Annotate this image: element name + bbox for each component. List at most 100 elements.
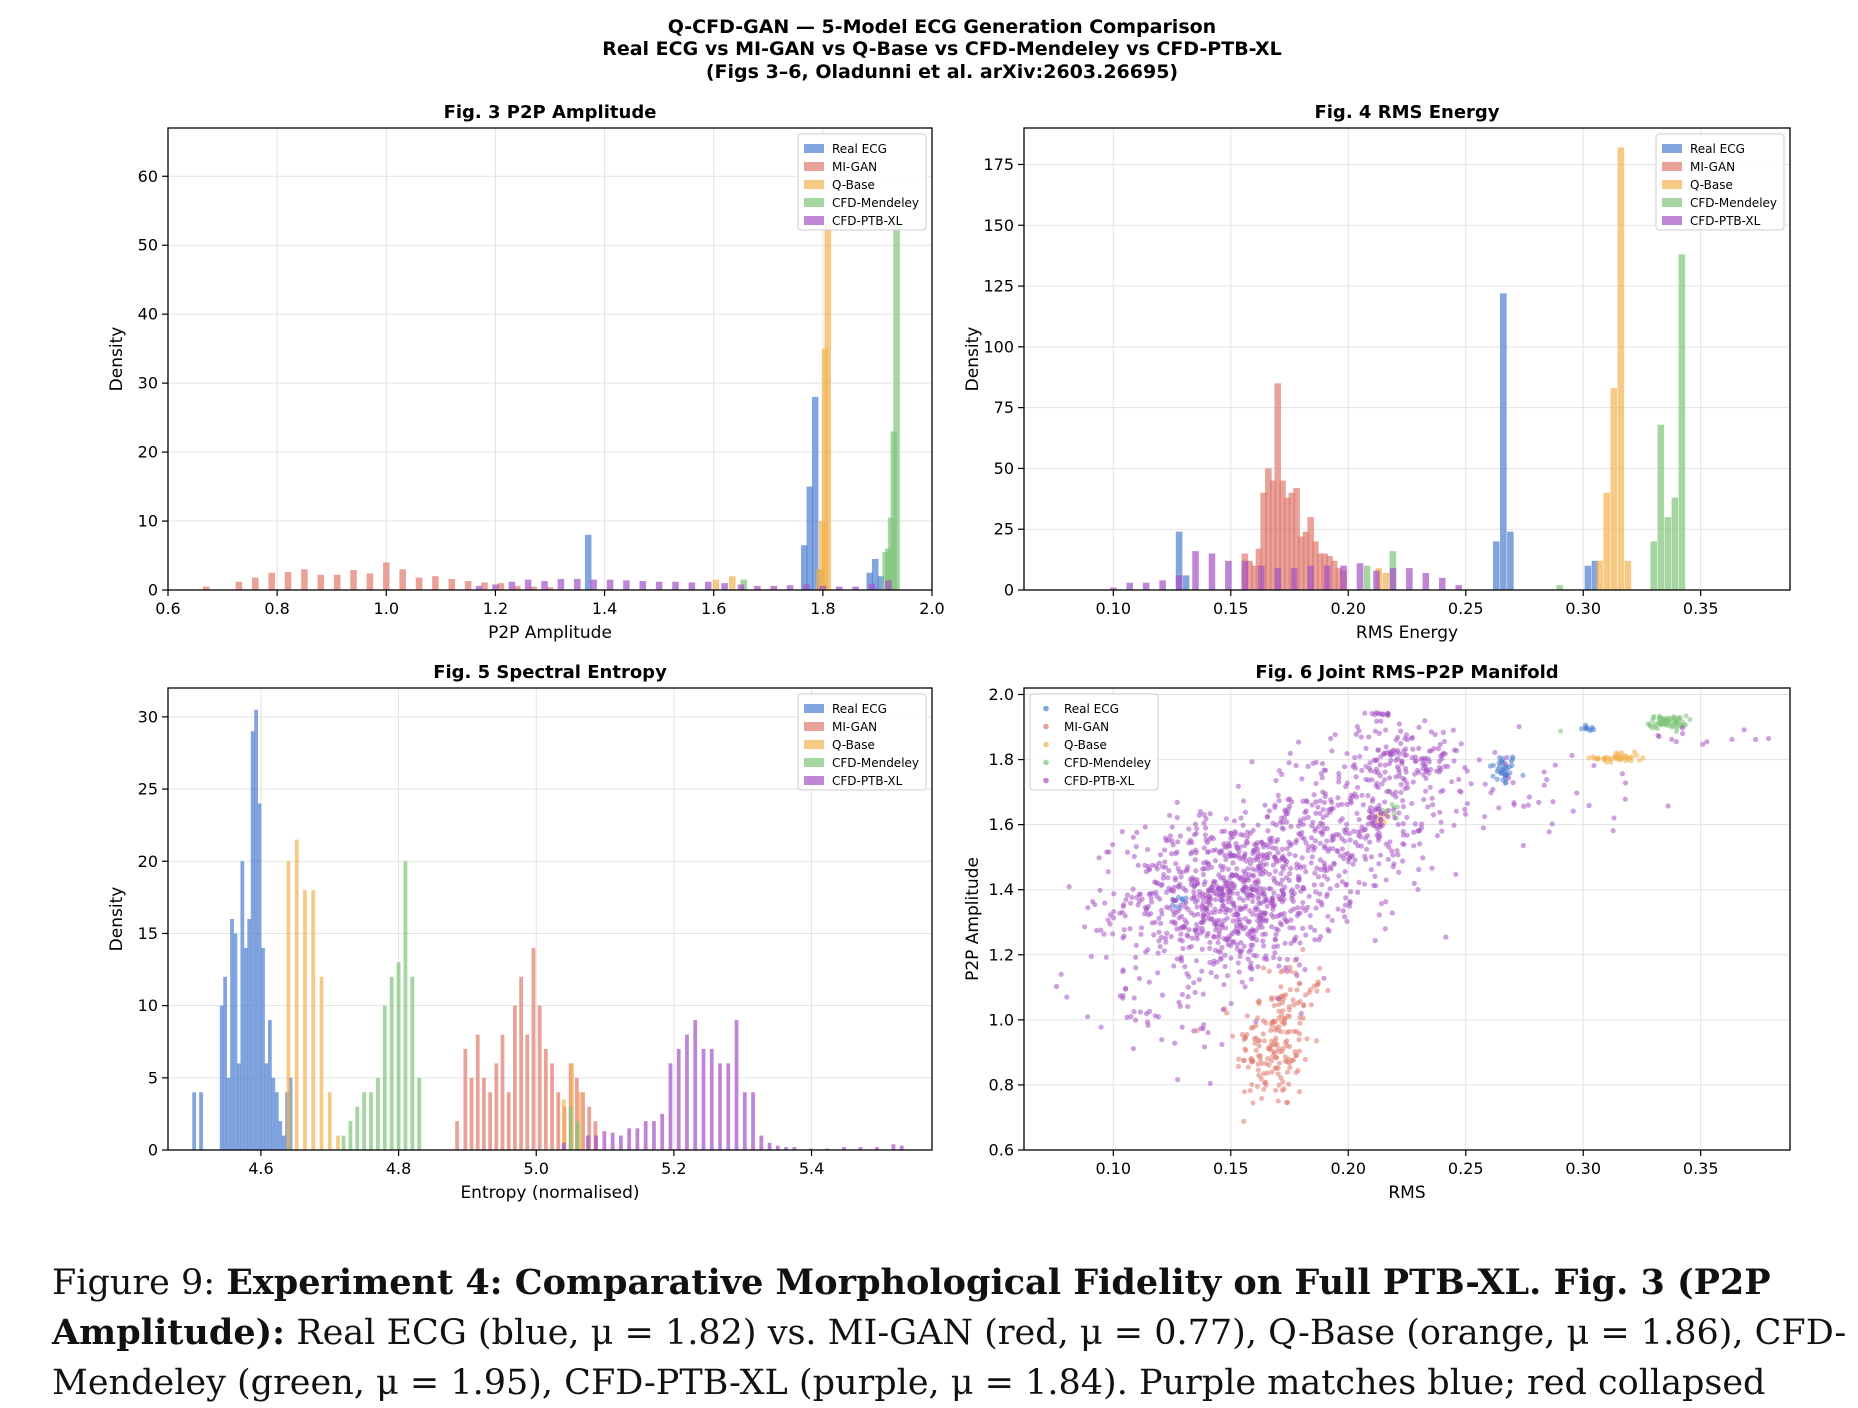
p3-point-cfd-ptb-xl bbox=[1261, 844, 1267, 850]
p3-point-cfd-ptb-xl bbox=[1312, 844, 1318, 851]
p3-point-cfd-ptb-xl bbox=[1129, 894, 1135, 900]
p1-legend: Real ECG MI-GAN Q-Base CFD-Mendeley CFD-PTB-… bbox=[1655, 133, 1785, 231]
p3-point-cfd-ptb-xl bbox=[1619, 771, 1625, 777]
p0-x-tick-label: 1.6 bbox=[701, 599, 726, 618]
p3-point-cfd-ptb-xl bbox=[1354, 784, 1361, 791]
p3-point-cfd-ptb-xl bbox=[1276, 996, 1282, 1002]
p3-point-cfd-ptb-xl bbox=[1238, 939, 1244, 946]
p3-point-mi-gan bbox=[1257, 1053, 1263, 1059]
p3-point-mi-gan bbox=[1291, 1028, 1297, 1034]
p3-point-mi-gan bbox=[1314, 988, 1320, 994]
p3-point-cfd-ptb-xl bbox=[1516, 723, 1522, 730]
p3-point-cfd-ptb-xl bbox=[1281, 814, 1288, 821]
p3-point-cfd-ptb-xl bbox=[1307, 924, 1314, 930]
p3-point-cfd-ptb-xl bbox=[1382, 926, 1388, 932]
p3-point-cfd-ptb-xl bbox=[1175, 883, 1181, 890]
p3-x-tick-label: 0.25 bbox=[1448, 1159, 1484, 1178]
p3-point-cfd-ptb-xl bbox=[1193, 850, 1199, 856]
p2-bar-cfd-ptb-xl bbox=[594, 1135, 599, 1150]
p1-bar-mi-gan bbox=[1307, 517, 1314, 590]
p3-point-cfd-ptb-xl bbox=[1252, 879, 1258, 885]
p3-point-cfd-ptb-xl bbox=[1111, 891, 1117, 897]
p3-point-cfd-ptb-xl bbox=[1250, 927, 1257, 934]
p1-bar-mi-gan bbox=[1335, 568, 1343, 590]
p3-point-mi-gan bbox=[1244, 1031, 1250, 1038]
p1-marks bbox=[1109, 147, 1686, 590]
p3-point-mi-gan bbox=[1250, 1100, 1256, 1106]
p3-point-cfd-ptb-xl bbox=[1247, 861, 1254, 867]
p3-point-mi-gan bbox=[1245, 1064, 1251, 1070]
p3-point-cfd-ptb-xl bbox=[1492, 749, 1498, 756]
p3-point-cfd-ptb-xl bbox=[1322, 791, 1328, 797]
p2-bar-real-ecg bbox=[281, 1135, 286, 1150]
p2-bar-cfd-mendeley bbox=[403, 861, 408, 1150]
p3-point-cfd-ptb-xl bbox=[1241, 884, 1248, 890]
p3-point-cfd-ptb-xl bbox=[1510, 780, 1516, 786]
p3-point-cfd-ptb-xl bbox=[1357, 753, 1363, 760]
p3-point-cfd-ptb-xl bbox=[1219, 888, 1225, 894]
p3-point-cfd-mendeley bbox=[1558, 728, 1564, 734]
p3-point-cfd-ptb-xl bbox=[1222, 963, 1228, 970]
p3-point-cfd-ptb-xl bbox=[1174, 815, 1180, 821]
p3-point-cfd-ptb-xl bbox=[1269, 924, 1275, 930]
p2-bar-real-ecg bbox=[230, 919, 234, 1150]
p3-point-cfd-ptb-xl bbox=[1283, 965, 1289, 971]
p3-point-cfd-ptb-xl bbox=[1313, 780, 1319, 787]
p0-legend-swatch-cfd-ptb-xl bbox=[804, 216, 824, 225]
p3-point-cfd-ptb-xl bbox=[1328, 735, 1334, 742]
p3-point-cfd-ptb-xl bbox=[1307, 912, 1313, 919]
p3-point-cfd-ptb-xl bbox=[1342, 914, 1348, 920]
p0-bar-mi-gan bbox=[383, 562, 390, 590]
p3-point-cfd-ptb-xl bbox=[1546, 829, 1552, 835]
p2-bar-cfd-ptb-xl bbox=[619, 1135, 623, 1150]
p3-point-cfd-ptb-xl bbox=[1212, 906, 1218, 912]
p3-point-cfd-ptb-xl bbox=[1327, 886, 1333, 892]
p3-point-cfd-ptb-xl bbox=[1350, 861, 1356, 867]
p1-bar-cfd-ptb-xl bbox=[1323, 565, 1331, 590]
p3-point-cfd-ptb-xl bbox=[1058, 971, 1064, 977]
p1-bar-cfd-ptb-xl bbox=[1290, 568, 1298, 590]
p3-point-cfd-ptb-xl bbox=[1276, 956, 1283, 962]
p3-point-cfd-ptb-xl bbox=[1197, 808, 1204, 815]
p3-point-cfd-ptb-xl bbox=[1336, 873, 1342, 879]
p3-point-cfd-ptb-xl bbox=[1230, 918, 1236, 924]
p3-point-cfd-ptb-xl bbox=[1374, 718, 1380, 724]
p3-point-cfd-ptb-xl bbox=[1133, 954, 1139, 960]
p3-point-cfd-ptb-xl bbox=[1386, 844, 1392, 850]
p3-point-cfd-ptb-xl bbox=[1362, 835, 1369, 841]
p0-legend-swatch-cfd-mendeley bbox=[804, 198, 824, 207]
p3-point-cfd-ptb-xl bbox=[1275, 850, 1281, 856]
p1-bar-cfd-mendeley bbox=[1650, 541, 1658, 590]
p3-point-cfd-ptb-xl bbox=[1313, 810, 1319, 816]
p3-point-cfd-ptb-xl bbox=[1340, 908, 1346, 914]
p0-bar-mi-gan bbox=[284, 572, 292, 590]
p3-point-cfd-ptb-xl bbox=[1377, 773, 1383, 779]
p0-y-tick-label: 60 bbox=[138, 167, 158, 186]
p3-point-cfd-ptb-xl bbox=[1310, 760, 1316, 766]
p3-point-mi-gan bbox=[1229, 1033, 1236, 1039]
p3-point-cfd-ptb-xl bbox=[1331, 860, 1337, 866]
p3-point-cfd-ptb-xl bbox=[1384, 789, 1390, 795]
p3-point-cfd-ptb-xl bbox=[1411, 843, 1417, 849]
p3-point-cfd-ptb-xl bbox=[1270, 906, 1276, 912]
p3-x-tick-label: 0.10 bbox=[1095, 1159, 1131, 1178]
p3-point-cfd-ptb-xl bbox=[1368, 768, 1374, 774]
p0-bar-cfd-ptb-xl bbox=[786, 585, 794, 590]
p3-point-cfd-ptb-xl bbox=[1147, 890, 1154, 897]
p1-bar-cfd-ptb-xl bbox=[1142, 582, 1150, 590]
p3-point-mi-gan bbox=[1297, 981, 1303, 987]
p3-point-cfd-ptb-xl bbox=[1243, 858, 1249, 864]
p3-point-mi-gan bbox=[1259, 1095, 1265, 1102]
p3-point-cfd-ptb-xl bbox=[1347, 795, 1353, 802]
p0-x-tick-label: 0.8 bbox=[264, 599, 289, 618]
p3-point-cfd-ptb-xl bbox=[1178, 913, 1185, 919]
p3-point-cfd-ptb-xl bbox=[1103, 954, 1109, 960]
p3-point-cfd-ptb-xl bbox=[1234, 866, 1240, 872]
p3-point-cfd-ptb-xl bbox=[1311, 792, 1317, 798]
p2-bar-cfd-ptb-xl bbox=[627, 1128, 632, 1150]
p3-point-cfd-ptb-xl bbox=[1193, 921, 1200, 928]
p3-point-cfd-ptb-xl bbox=[1402, 765, 1409, 772]
p3-point-cfd-ptb-xl bbox=[1347, 899, 1353, 905]
p2-bar-cfd-mendeley bbox=[376, 1077, 380, 1150]
p3-point-mi-gan bbox=[1286, 1081, 1292, 1087]
